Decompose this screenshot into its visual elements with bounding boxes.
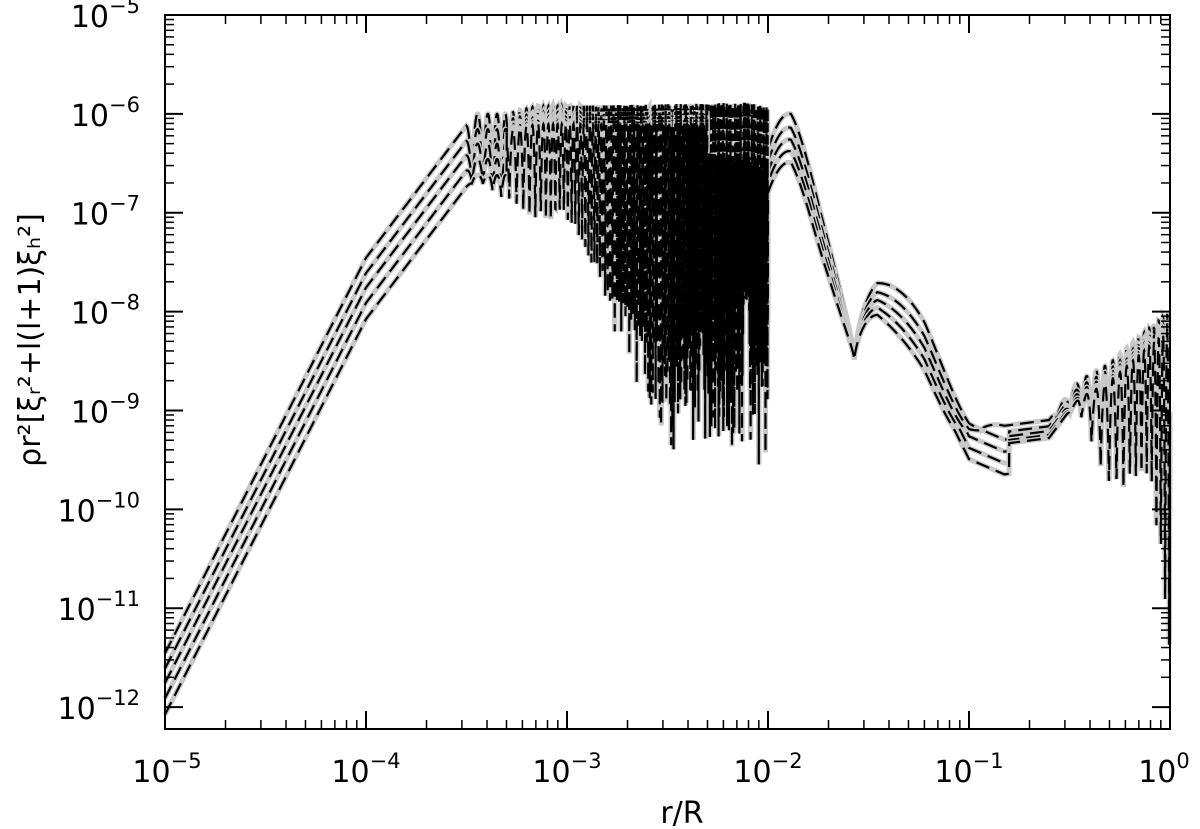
y-tick-label: 10−9 [71, 389, 140, 430]
y-tick-label: 10−12 [57, 686, 140, 727]
y-tick-label: 10−7 [71, 192, 140, 233]
x-tick-label: 10−3 [532, 749, 601, 790]
series-line-dashed [164, 101, 1172, 654]
y-tick-label: 10−11 [57, 587, 140, 628]
y-tick-label: 10−8 [71, 291, 140, 332]
x-tick-label: 100 [1138, 749, 1190, 790]
y-tick-label: 10−10 [57, 488, 140, 529]
x-tick-label: 10−5 [132, 749, 201, 790]
x-tick-label: 10−2 [733, 749, 802, 790]
y-tick-label: 10−6 [71, 93, 140, 134]
y-axis-label: ρr²[ξᵣ²+l(l+1)ξₕ²] [13, 213, 48, 467]
plot-area [162, 96, 1173, 716]
x-tick-label: 10−1 [934, 749, 1003, 790]
series-line-dashed [164, 116, 1172, 699]
plot-frame [164, 14, 1171, 730]
y-tick-labels: 10−12 10−11 10−10 10−9 10−8 10−7 10−6 10−5 [57, 0, 140, 727]
y-tick-label: 10−5 [71, 0, 140, 35]
x-axis-label: r/R [660, 796, 703, 829]
axis-ticks [164, 14, 1171, 729]
x-tick-label: 10−4 [331, 749, 400, 790]
x-tick-labels: 10−5 10−4 10−3 10−2 10−1 100 [132, 749, 1189, 790]
series-line-dashed [164, 119, 1172, 716]
